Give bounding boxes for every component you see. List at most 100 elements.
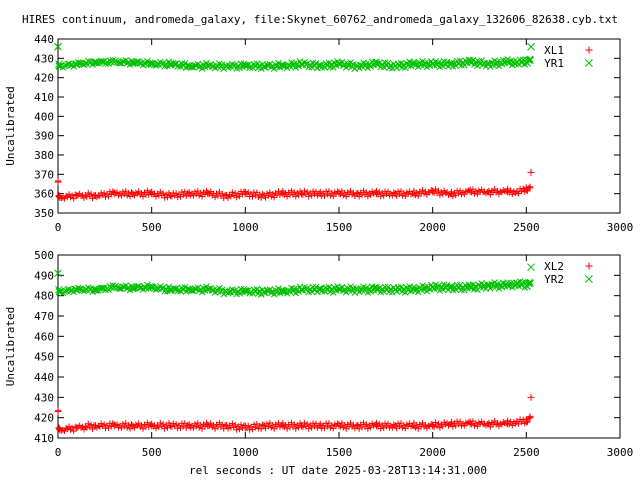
- point-YR1-d27-4: [519, 56, 527, 64]
- point-YR1-d19-0-b: [373, 58, 380, 66]
- y-tick-label-2-2: 430: [34, 391, 54, 404]
- point-YR2-d5-4: [116, 285, 124, 292]
- point-YR2-5-b: [110, 283, 119, 292]
- point-YR2-d4-4: [97, 284, 105, 292]
- point-YR2-1-b: [55, 285, 63, 294]
- point-YR1-0: [54, 42, 62, 51]
- point-XL2-d19-3: [377, 425, 384, 432]
- point-YR1-d15-10-b: [312, 60, 320, 67]
- point-XL1-11: [223, 192, 231, 200]
- series-XL1: [54, 168, 535, 202]
- point-YR2-d26-0-b: [504, 279, 511, 287]
- point-YR2-15: [297, 285, 306, 294]
- point-YR2-d19-4-b: [378, 285, 386, 293]
- point-YR2-d14-5: [286, 288, 294, 295]
- point-XL2-d3-8: [85, 420, 92, 427]
- point-YR1-26-b: [503, 58, 512, 67]
- point-YR2-2: [56, 287, 64, 296]
- point-XL1-9: [185, 190, 193, 198]
- point-YR1-11-b: [222, 62, 231, 70]
- point-XL2-d5-2: [114, 421, 121, 428]
- point-YR2-d18-4-b: [360, 283, 367, 291]
- y-tick-label-1-0: 350: [34, 207, 54, 220]
- point-YR2-d23-9: [461, 286, 468, 294]
- point-YR2-d18-8-b: [365, 285, 373, 293]
- point-YR2-d24-7-b: [476, 283, 484, 291]
- point-YR2-d14-8: [290, 285, 298, 293]
- point-XL1-d7-8: [160, 190, 167, 197]
- point-XL1-d22-5: [436, 192, 443, 199]
- point-XL2-d2-3: [61, 428, 68, 435]
- point-XL1-d13-5: [268, 193, 275, 200]
- point-XL2-d10-10: [219, 421, 226, 428]
- point-XL2-d18-6: [363, 421, 370, 428]
- point-YR1-d14-5: [286, 62, 294, 70]
- point-YR1-d8-10-b: [181, 60, 189, 67]
- point-YR2-d4-4-b: [97, 284, 105, 292]
- point-YR1-5-b: [110, 58, 119, 67]
- point-XL1-7: [148, 190, 156, 198]
- point-YR1-d17-8: [347, 59, 354, 66]
- point-YR2-d7-0-b: [148, 283, 156, 291]
- x-tick-label-2-1: 500: [142, 446, 162, 459]
- point-YR2-12-b: [241, 287, 250, 296]
- point-XL1-13: [260, 192, 268, 200]
- point-YR2-d21-5-b: [417, 286, 425, 294]
- point-XL2-d16-7: [327, 424, 334, 431]
- point-YR2-30-b: [527, 263, 535, 272]
- point-YR2-d5-8-b: [122, 282, 130, 289]
- point-YR2-d10-1-b: [205, 285, 213, 293]
- point-YR2-25-b: [485, 281, 493, 290]
- legend-marker-YR2-b: [585, 275, 593, 283]
- point-XL1-d19-12: [390, 189, 397, 196]
- point-XL2-d17-4: [341, 421, 348, 428]
- point-XL1-d12-4: [248, 190, 255, 197]
- point-YR1-d8-12-b: [184, 62, 192, 69]
- point-YR1-d6-10-b: [143, 57, 151, 65]
- point-XL1-d3-11: [89, 195, 96, 202]
- point-YR2-d21-3-b: [414, 288, 422, 296]
- point-YR2-d17-10: [350, 284, 357, 292]
- y-tick-label-1-8: 430: [34, 52, 54, 65]
- point-YR2-d17-7-b: [345, 287, 353, 294]
- point-YR2-d5-4-b: [116, 285, 124, 292]
- point-YR1-d14-11: [295, 62, 303, 70]
- point-YR2-d1-0-b: [55, 288, 63, 296]
- point-YR1-d25-1-b: [486, 63, 494, 71]
- legend-marker-YR1-b: [585, 59, 593, 67]
- legend-label-XL1: XL1: [544, 44, 564, 57]
- point-XL1-d10-10: [219, 190, 226, 197]
- point-YR1-d1-0-b: [55, 62, 63, 70]
- point-YR2-d12-0-b: [241, 286, 249, 294]
- point-YR1-d13-9-b: [273, 63, 281, 71]
- point-YR1-d14-5-b: [286, 62, 294, 70]
- y-tick-label-1-4: 390: [34, 130, 54, 143]
- point-YR2-7: [147, 283, 156, 292]
- point-YR2-d18-6-b: [363, 284, 370, 292]
- point-XL1-d7-3: [152, 193, 159, 200]
- point-XL1-d6-6: [138, 189, 145, 196]
- point-YR2-29-b: [526, 279, 534, 288]
- series-XL2: [54, 393, 535, 435]
- point-YR2-d3-4-b: [79, 286, 86, 294]
- point-YR2-d24-12-b: [484, 281, 491, 289]
- point-XL2-6: [129, 422, 137, 430]
- point-YR2-23-b: [447, 283, 456, 292]
- point-YR1-d19-8-b: [384, 59, 392, 67]
- point-XL2-d7-6: [157, 419, 164, 426]
- point-YR2-d12-0: [241, 286, 249, 294]
- point-XL1-d9-5: [193, 191, 200, 198]
- point-YR1-4: [91, 58, 100, 67]
- point-XL1-8: [166, 192, 174, 200]
- panel-1: Uncalibrated 350 360 370 380 390 400 410 420 430 4…: [4, 33, 633, 234]
- point-YR2-9-b: [185, 285, 193, 294]
- point-YR1-29-b: [526, 56, 534, 65]
- point-YR1-1-b: [55, 60, 63, 68]
- point-YR2-d25-6-b: [494, 280, 501, 288]
- point-YR1-d24-2: [469, 56, 477, 64]
- point-XL2-d22-5: [436, 424, 443, 431]
- point-XL1-4: [91, 192, 99, 200]
- point-XL2-d22-4: [435, 420, 442, 427]
- point-XL1-26: [504, 188, 512, 196]
- point-XL1-d9-7: [196, 192, 203, 199]
